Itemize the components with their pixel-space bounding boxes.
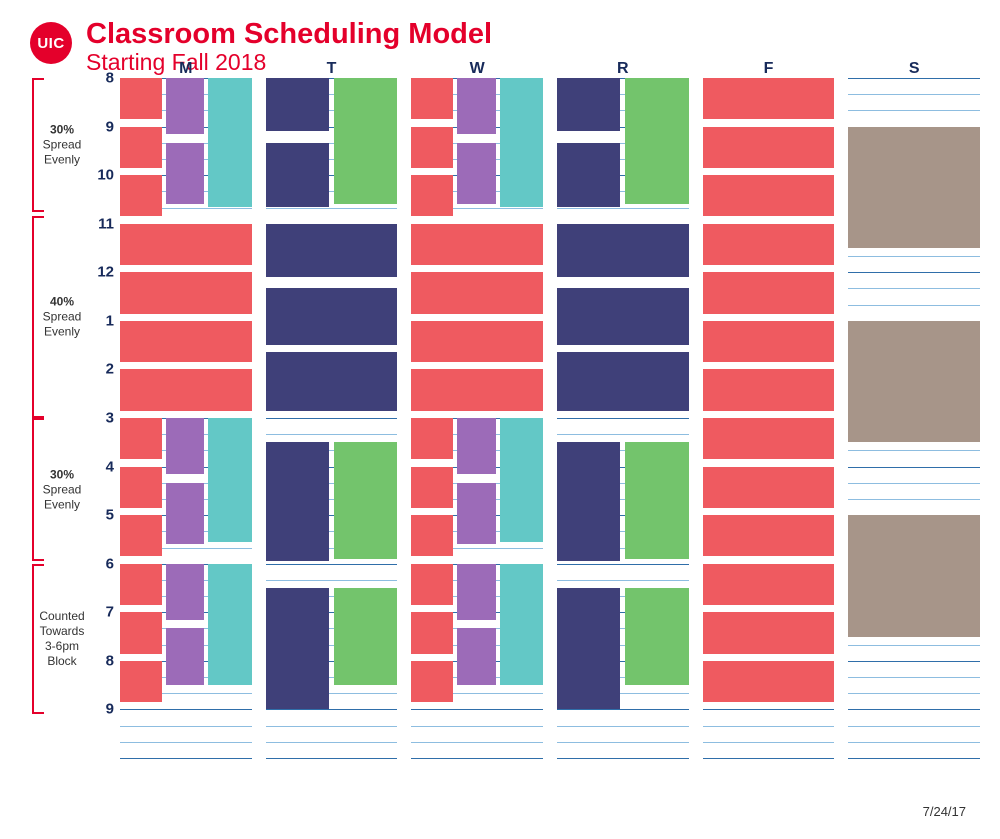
hour-label: 8 bbox=[106, 652, 114, 669]
day-header: W bbox=[470, 60, 485, 78]
hour-label: 9 bbox=[106, 701, 114, 718]
hour-label: 7 bbox=[106, 604, 114, 621]
day-header: T bbox=[327, 60, 337, 78]
bracket-label: CountedTowards3-6pmBlock bbox=[32, 609, 92, 669]
bracket-label: 30%SpreadEvenly bbox=[32, 122, 92, 167]
hour-label: 12 bbox=[97, 264, 114, 281]
day-header: M bbox=[179, 60, 192, 78]
uic-logo: UIC bbox=[30, 22, 72, 64]
hour-label: 1 bbox=[106, 312, 114, 329]
hour-label: 6 bbox=[106, 555, 114, 572]
day-header: S bbox=[909, 60, 920, 78]
hour-label: 10 bbox=[97, 167, 114, 184]
hour-label: 11 bbox=[98, 215, 114, 232]
hour-label: 4 bbox=[106, 458, 114, 475]
hour-label: 8 bbox=[106, 70, 114, 87]
schedule-chart: 30%SpreadEvenly40%SpreadEvenly30%SpreadE… bbox=[42, 78, 970, 778]
hour-label: 3 bbox=[106, 410, 114, 427]
page-title: Classroom Scheduling Model bbox=[86, 20, 492, 49]
hour-label: 2 bbox=[106, 361, 114, 378]
hour-label: 9 bbox=[106, 118, 114, 135]
bracket-label: 40%SpreadEvenly bbox=[32, 295, 92, 340]
hour-label: 5 bbox=[106, 507, 114, 524]
hour-labels: 89101112123456789 bbox=[120, 78, 980, 758]
day-header: F bbox=[764, 60, 774, 78]
day-header: R bbox=[617, 60, 629, 78]
page-subtitle: Starting Fall 2018 bbox=[86, 51, 492, 74]
bracket-label: 30%SpreadEvenly bbox=[32, 467, 92, 512]
footer-date: 7/24/17 bbox=[30, 804, 970, 819]
